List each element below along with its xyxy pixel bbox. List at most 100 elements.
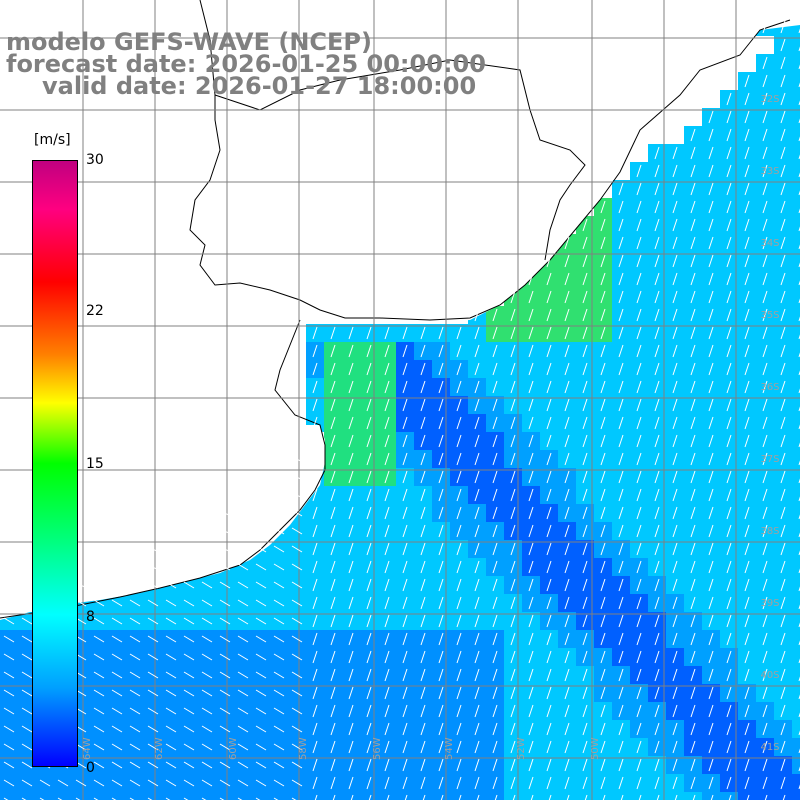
wind-arrow <box>330 362 336 376</box>
wind-arrow <box>402 758 408 772</box>
wind-arrow <box>147 743 159 751</box>
wind-arrow <box>618 416 624 430</box>
wind-arrow <box>492 560 498 574</box>
wind-arrow <box>255 527 267 535</box>
wind-arrow <box>780 344 786 358</box>
wind-arrow <box>93 707 105 715</box>
valid-date: valid date: 2026-01-27 18:00:00 <box>42 72 477 100</box>
wind-arrow <box>726 632 732 646</box>
wind-arrow <box>201 581 213 589</box>
wind-arrow <box>708 632 714 646</box>
wind-arrow <box>3 761 15 769</box>
wind-arrow <box>636 560 642 574</box>
wind-arrow <box>330 416 336 430</box>
wind-arrow <box>726 434 732 448</box>
wind-arrow <box>690 578 696 592</box>
wind-arrow <box>456 578 462 592</box>
wind-arrow <box>546 524 552 538</box>
wind-arrow <box>312 452 318 466</box>
wind-arrow <box>474 740 480 754</box>
colorbar-tick-8: 8 <box>86 609 95 625</box>
wind-arrow <box>3 653 15 661</box>
wind-cell <box>792 288 800 306</box>
wind-cell <box>792 360 800 378</box>
wind-arrow <box>165 779 177 787</box>
wind-arrow <box>564 722 570 736</box>
wind-cell <box>270 792 288 800</box>
wind-cell <box>792 756 800 774</box>
wind-arrow <box>273 779 285 787</box>
wind-arrow <box>546 470 552 484</box>
wind-arrow <box>600 524 606 538</box>
wind-arrow <box>780 290 786 304</box>
wind-arrow <box>656 794 660 800</box>
wind-arrow <box>618 506 624 520</box>
forecast-date: forecast date: 2026-01-25 00:00:00 <box>6 50 486 78</box>
wind-arrow <box>438 686 444 700</box>
wind-arrow <box>672 776 678 790</box>
wind-arrow <box>744 92 750 106</box>
wind-arrow <box>183 527 195 535</box>
wind-arrow <box>420 632 426 646</box>
wind-arrow <box>620 794 624 800</box>
wind-arrow <box>312 722 318 736</box>
wind-arrow <box>255 617 267 625</box>
wind-arrow <box>456 362 462 376</box>
wind-arrow <box>422 794 426 800</box>
wind-arrow <box>690 488 696 502</box>
wind-arrow <box>636 290 642 304</box>
wind-arrow <box>219 743 231 751</box>
wind-arrow <box>111 635 123 643</box>
wind-arrow <box>492 578 498 592</box>
wind-arrow <box>708 488 714 502</box>
wind-cell <box>792 216 800 234</box>
wind-arrow <box>312 560 318 574</box>
wind-arrow <box>726 596 732 610</box>
wind-arrow <box>237 779 249 787</box>
wind-arrow <box>654 686 660 700</box>
wind-arrow <box>456 398 462 412</box>
wind-arrow <box>764 794 768 800</box>
wind-arrow <box>314 794 318 800</box>
wind-arrow <box>456 596 462 610</box>
wind-arrow <box>762 704 768 718</box>
wind-arrow <box>492 650 498 664</box>
wind-arrow <box>672 452 678 466</box>
wind-arrow <box>456 560 462 574</box>
wind-arrow <box>510 290 516 304</box>
wind-arrow <box>348 362 354 376</box>
wind-arrow <box>708 254 714 268</box>
wind-arrow <box>147 707 159 715</box>
wind-cell <box>414 792 432 800</box>
wind-arrow <box>291 779 303 787</box>
wind-arrow <box>564 668 570 682</box>
wind-arrow <box>762 758 768 772</box>
wind-arrow <box>165 635 177 643</box>
wind-arrow <box>420 668 426 682</box>
wind-arrow <box>618 182 624 196</box>
wind-arrow <box>726 722 732 736</box>
wind-arrow <box>510 380 516 394</box>
wind-arrow <box>690 596 696 610</box>
wind-arrow <box>582 452 588 466</box>
wind-arrow <box>237 797 243 800</box>
wind-cell <box>792 702 800 720</box>
wind-arrow <box>636 326 642 340</box>
wind-arrow <box>438 704 444 718</box>
wind-cell <box>792 270 800 288</box>
wind-arrow <box>762 740 768 754</box>
wind-arrow <box>528 686 534 700</box>
wind-arrow <box>546 704 552 718</box>
wind-arrow <box>636 200 642 214</box>
wind-arrow <box>690 326 696 340</box>
wind-arrow <box>708 578 714 592</box>
longitude-label: 52W <box>516 737 527 760</box>
wind-arrow <box>546 326 552 340</box>
wind-cell <box>792 576 800 594</box>
wind-arrow <box>762 452 768 466</box>
wind-arrow <box>312 776 318 790</box>
wind-arrow <box>348 740 354 754</box>
wind-arrow <box>474 542 480 556</box>
wind-arrow <box>384 452 390 466</box>
wind-arrow <box>201 545 213 553</box>
